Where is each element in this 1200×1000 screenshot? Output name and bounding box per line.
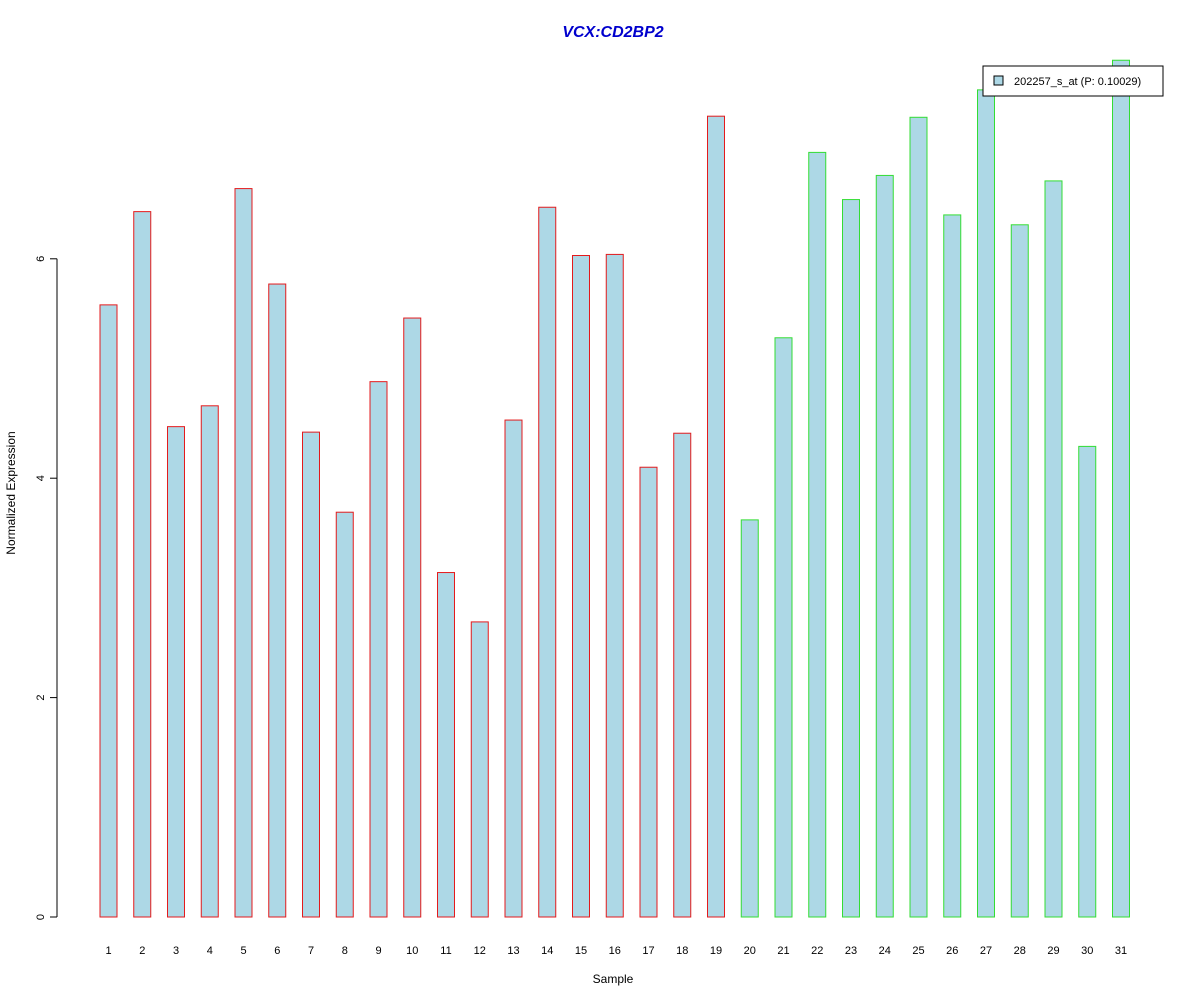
bar-sample-16 — [605, 253, 624, 918]
bar-sample-30 — [1078, 445, 1097, 918]
x-tick-label: 7 — [308, 945, 314, 957]
bar-sample-13 — [504, 419, 523, 918]
x-tick-label: 6 — [274, 945, 280, 957]
y-tick-label: 6 — [35, 256, 47, 262]
x-tick-label: 1 — [105, 945, 111, 957]
x-tick-label: 20 — [744, 945, 756, 957]
bar-sample-12 — [470, 621, 489, 918]
x-tick-label: 16 — [609, 945, 621, 957]
bar-sample-31 — [1112, 59, 1130, 918]
x-tick-label: 12 — [474, 945, 486, 957]
chart-title: VCX:CD2BP2 — [562, 24, 663, 41]
x-tick-label: 4 — [207, 945, 213, 957]
legend-box — [982, 65, 1164, 97]
bar-sample-19 — [707, 115, 725, 918]
x-tick-label: 23 — [845, 945, 857, 957]
x-tick-label: 15 — [575, 945, 587, 957]
x-tick-label: 22 — [811, 945, 823, 957]
x-tick-labels: 1 2 3 4 5 6 7 8 9 10 11 12 13 14 15 16 17 18 19 20 21 22 23 24 2… — [105, 945, 1127, 957]
bar-sample-27 — [977, 89, 995, 918]
bar-sample-3 — [167, 426, 185, 918]
x-tick-label: 31 — [1115, 945, 1127, 957]
y-axis-label: Normalized Expression — [4, 431, 18, 554]
x-tick-label: 25 — [912, 945, 924, 957]
x-tick-label: 9 — [375, 945, 381, 957]
x-tick-label: 30 — [1081, 945, 1093, 957]
bar-sample-28 — [1010, 224, 1029, 918]
bar-sample-4 — [200, 405, 219, 918]
x-tick-label: 21 — [777, 945, 789, 957]
bar-sample-10 — [403, 317, 422, 918]
legend-label: 202257_s_at (P: 0.10029) — [1014, 76, 1141, 88]
bar-sample-26 — [943, 214, 962, 918]
bar-sample-24 — [875, 174, 894, 918]
x-tick-label: 10 — [406, 945, 418, 957]
x-tick-label: 27 — [980, 945, 992, 957]
y-tick-label: 4 — [35, 475, 47, 481]
bar-sample-15 — [572, 255, 590, 918]
x-tick-label: 3 — [173, 945, 179, 957]
x-tick-label: 13 — [507, 945, 519, 957]
legend-swatch — [993, 75, 1004, 86]
y-tick-label: 2 — [35, 695, 47, 701]
x-tick-label: 28 — [1014, 945, 1026, 957]
bar-sample-8 — [335, 511, 354, 918]
bar-sample-18 — [673, 432, 692, 918]
y-tick-label: 0 — [35, 914, 47, 920]
x-tick-label: 14 — [541, 945, 553, 957]
x-tick-label: 8 — [342, 945, 348, 957]
bar-sample-14 — [538, 206, 557, 918]
bar-sample-25 — [909, 116, 928, 918]
x-tick-label: 19 — [710, 945, 722, 957]
x-tick-label: 2 — [139, 945, 145, 957]
x-tick-label: 26 — [946, 945, 958, 957]
bar-sample-23 — [842, 199, 860, 918]
bar-sample-2 — [133, 211, 152, 918]
bar-sample-1 — [99, 304, 118, 918]
x-tick-label: 29 — [1047, 945, 1059, 957]
bar-sample-6 — [268, 283, 287, 918]
legend: 202257_s_at (P: 0.10029) — [982, 65, 1164, 97]
bar-sample-5 — [234, 188, 253, 918]
x-axis-label: Sample — [593, 972, 634, 986]
y-axis: 0 2 4 6 — [35, 256, 58, 920]
x-tick-label: 17 — [642, 945, 654, 957]
bar-sample-7 — [302, 431, 320, 918]
x-tick-label: 24 — [879, 945, 891, 957]
bar-sample-11 — [437, 572, 455, 918]
x-tick-label: 18 — [676, 945, 688, 957]
bar-sample-20 — [740, 519, 759, 918]
bar-sample-21 — [774, 337, 793, 918]
bar-sample-17 — [639, 466, 658, 918]
x-tick-label: 5 — [240, 945, 246, 957]
x-tick-label: 11 — [440, 945, 451, 957]
bar-sample-9 — [369, 381, 388, 918]
bars-group — [99, 59, 1130, 918]
bar-sample-22 — [808, 151, 827, 918]
bar-sample-29 — [1044, 180, 1063, 918]
